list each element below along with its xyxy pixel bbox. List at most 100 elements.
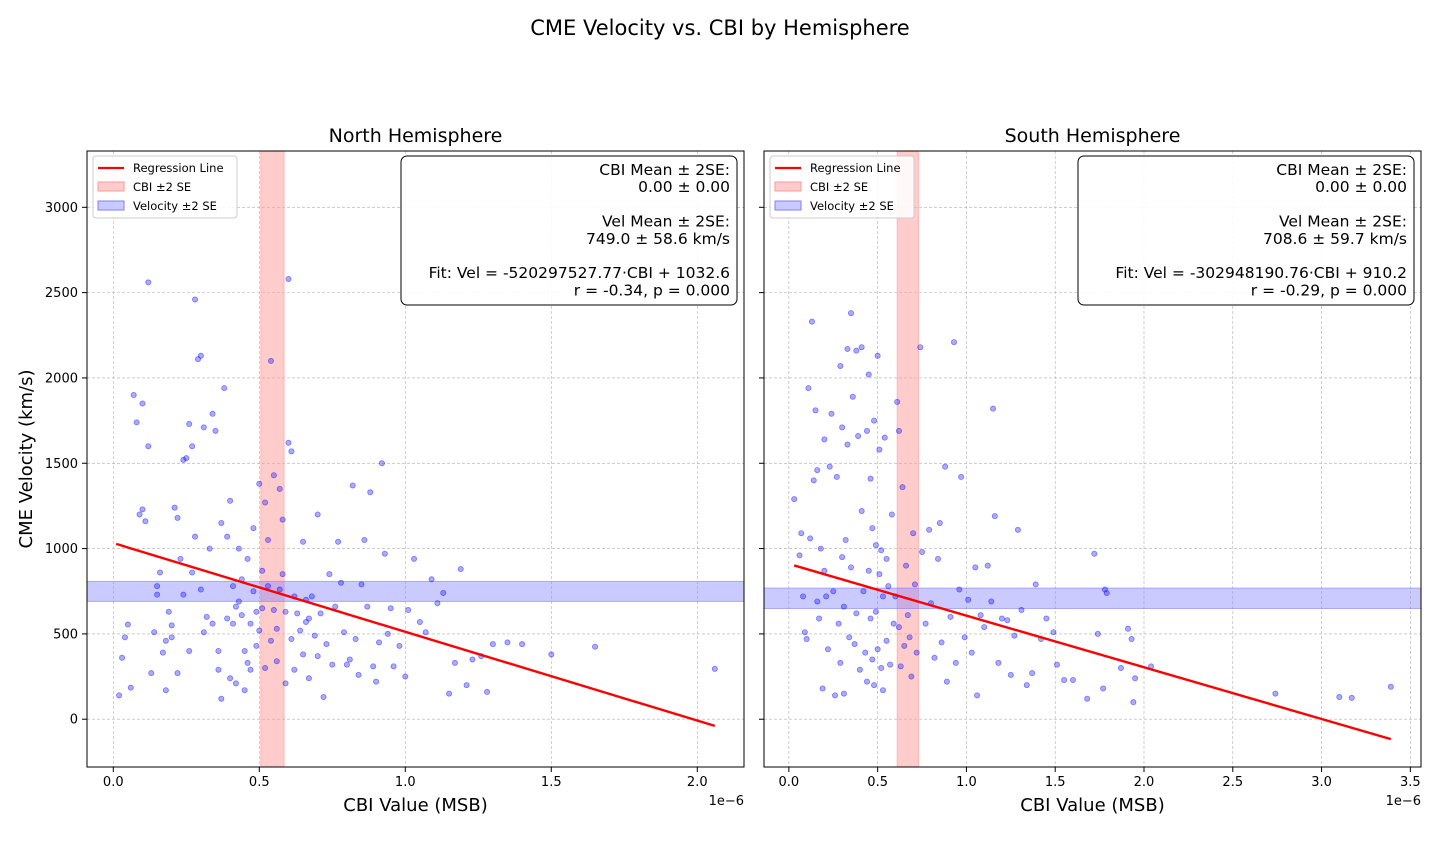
north-data-point — [346, 656, 353, 663]
north-data-point — [145, 279, 152, 286]
south-data-point — [856, 666, 863, 673]
south-data-point — [865, 567, 872, 574]
north-data-point — [139, 506, 146, 513]
south-stats-frame — [1077, 155, 1415, 306]
south-data-point — [853, 610, 860, 617]
north-data-point — [154, 591, 161, 598]
north-data-point — [302, 618, 309, 625]
north-data-point — [489, 641, 496, 648]
south-data-point — [840, 690, 847, 697]
south-data-point — [826, 463, 833, 470]
north-data-point — [446, 690, 453, 697]
south-x-tick-label: 0.5 — [867, 775, 888, 790]
north-data-point — [192, 296, 199, 303]
south-data-point — [858, 344, 865, 351]
north-data-point — [314, 653, 321, 660]
north-data-point — [241, 647, 248, 654]
north-data-point — [291, 666, 298, 673]
south-data-point — [885, 583, 892, 590]
north-data-point — [183, 455, 190, 462]
south-data-point — [881, 434, 888, 441]
north-data-point — [267, 637, 274, 644]
north-data-point — [416, 618, 423, 625]
south-data-point — [839, 554, 846, 561]
south-data-point — [874, 352, 881, 359]
south-data-point — [972, 564, 979, 571]
north-data-point — [276, 586, 283, 593]
south-data-point — [961, 634, 968, 641]
south-data-point — [1050, 629, 1057, 636]
north-data-point — [200, 629, 207, 636]
north-data-point — [241, 687, 248, 694]
north-y-tick-label: 2000 — [45, 371, 78, 386]
south-data-point — [808, 318, 815, 325]
north-data-point — [124, 621, 131, 628]
south-data-point — [860, 588, 867, 595]
south-x-tick-label: 2.5 — [1222, 775, 1243, 790]
north-data-point — [218, 519, 225, 526]
south-data-point — [867, 615, 874, 622]
south-x-tick-label: 1.5 — [1045, 775, 1066, 790]
north-y-tick-label: 0 — [70, 713, 78, 728]
south-data-point — [890, 620, 897, 627]
north-x-tick-label: 1.0 — [395, 775, 416, 790]
north-stats-line: Vel Mean ± 2SE: — [602, 213, 730, 231]
north-data-point — [232, 680, 239, 687]
south-data-point — [796, 552, 803, 559]
south-data-point — [819, 685, 826, 692]
south-data-point — [922, 620, 929, 627]
north-data-point — [136, 511, 143, 518]
north-y-axis-label: CME Velocity (km/s) — [16, 370, 37, 549]
south-data-point — [1014, 526, 1021, 533]
north-data-point — [180, 591, 187, 598]
south-data-point — [828, 410, 835, 417]
south-data-point — [858, 508, 865, 515]
south-data-point — [1084, 695, 1091, 702]
south-data-point — [817, 545, 824, 552]
south-data-point — [824, 646, 831, 653]
south-data-point — [1004, 617, 1011, 624]
north-axes-frame — [86, 150, 745, 768]
north-data-point — [592, 643, 599, 650]
north-data-point — [221, 385, 228, 392]
north-data-point — [203, 613, 210, 620]
north-y-tick-label: 3000 — [45, 201, 78, 216]
north-data-point — [119, 654, 126, 661]
south-stats-line: Fit: Vel = -302948190.76·CBI + 910.2 — [1115, 264, 1407, 282]
south-data-point — [805, 385, 812, 392]
north-data-point — [358, 581, 365, 588]
north-data-point — [206, 545, 213, 552]
north-data-point — [229, 583, 236, 590]
south-data-point — [943, 678, 950, 685]
north-y-tick-label: 1000 — [45, 542, 78, 557]
south-data-point — [1272, 690, 1279, 697]
north-data-point — [267, 357, 274, 364]
north-data-point — [259, 605, 266, 612]
south-legend-velocity-swatch — [774, 200, 802, 211]
north-data-point — [381, 550, 388, 557]
south-legend-velocity-label: Velocity ±2 SE — [810, 199, 894, 213]
north-data-point — [227, 497, 234, 504]
south-data-point — [913, 649, 920, 656]
north-x-offset-label: 1e−6 — [709, 794, 744, 809]
south-x-tick-label: 0.0 — [779, 775, 800, 790]
north-data-point — [300, 538, 307, 545]
north-data-point — [200, 424, 207, 431]
south-data-point — [888, 511, 895, 518]
south-data-point — [1100, 685, 1107, 692]
north-data-point — [294, 610, 301, 617]
north-data-point — [224, 615, 231, 622]
south-data-point — [833, 473, 840, 480]
south-stats-line: 708.6 ± 59.7 km/s — [1263, 230, 1407, 248]
north-x-axis-label: CBI Value (MSB) — [343, 795, 487, 816]
north-data-point — [451, 659, 458, 666]
south-data-point — [835, 620, 842, 627]
south-data-point — [879, 593, 886, 600]
south-stats-line: CBI Mean ± 2SE: — [1276, 161, 1407, 179]
south-stats-line: Vel Mean ± 2SE: — [1279, 213, 1407, 231]
south-data-point — [814, 598, 821, 605]
north-data-point — [189, 443, 196, 450]
south-data-point — [1336, 694, 1343, 701]
north-data-point — [218, 695, 225, 702]
south-data-point — [899, 484, 906, 491]
